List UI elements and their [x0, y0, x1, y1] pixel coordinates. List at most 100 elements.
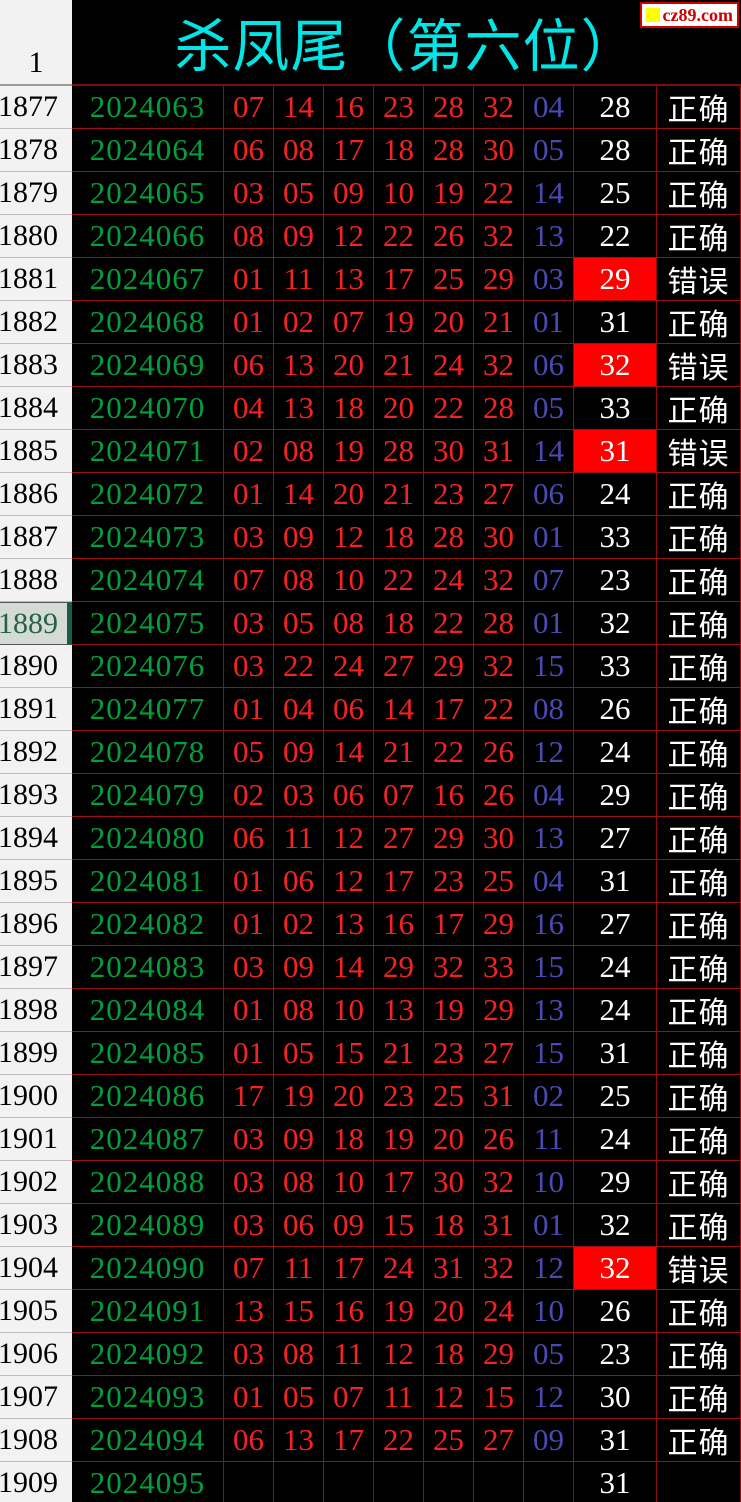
row-index[interactable]: 1896: [0, 903, 72, 946]
page-title: 杀凤尾（第六位）: [72, 0, 741, 86]
row-index[interactable]: 1894: [0, 817, 72, 860]
blue-ball: 10: [524, 1290, 574, 1333]
row-index[interactable]: 1886: [0, 473, 72, 516]
blue-ball: 16: [524, 903, 574, 946]
red-ball-6: 32: [474, 344, 524, 387]
red-ball-4: 21: [374, 473, 424, 516]
row-index[interactable]: 1904: [0, 1247, 72, 1290]
blue-ball: 15: [524, 946, 574, 989]
row-index[interactable]: 1909: [0, 1462, 72, 1502]
red-ball-6: 32: [474, 1161, 524, 1204]
red-ball-4: 19: [374, 301, 424, 344]
red-ball-3: 19: [324, 430, 374, 473]
row-index[interactable]: 1901: [0, 1118, 72, 1161]
row-index[interactable]: 1891: [0, 688, 72, 731]
row-index[interactable]: 1889: [0, 602, 72, 645]
blue-ball: 05: [524, 387, 574, 430]
row-index[interactable]: 1897: [0, 946, 72, 989]
red-ball-1: 02: [224, 774, 274, 817]
row-index[interactable]: 1906: [0, 1333, 72, 1376]
red-ball-2: 05: [274, 172, 324, 215]
row-index[interactable]: 1882: [0, 301, 72, 344]
red-ball-6: 15: [474, 1376, 524, 1419]
red-ball-4: 19: [374, 1290, 424, 1333]
red-ball-1: 03: [224, 1118, 274, 1161]
red-ball-2: 19: [274, 1075, 324, 1118]
row-index[interactable]: 1885: [0, 430, 72, 473]
row-index[interactable]: 1877: [0, 86, 72, 129]
row-index[interactable]: 1892: [0, 731, 72, 774]
status-cell: 正确: [657, 731, 741, 774]
red-ball-4: 22: [374, 215, 424, 258]
status-cell: 正确: [657, 817, 741, 860]
table-row: 1895 2024081 01 06 12 17 23 25 04 31 正确: [0, 860, 741, 903]
row-index[interactable]: 1887: [0, 516, 72, 559]
red-ball-1: 07: [224, 86, 274, 129]
row-index[interactable]: 1893: [0, 774, 72, 817]
red-ball-4: 13: [374, 989, 424, 1032]
red-ball-6: 32: [474, 645, 524, 688]
red-ball-3: 07: [324, 301, 374, 344]
row-index[interactable]: 1880: [0, 215, 72, 258]
red-ball-2: 11: [274, 1247, 324, 1290]
site-logo[interactable]: cz89.com: [639, 2, 739, 28]
table-row: 1902 2024088 03 08 10 17 30 32 10 29 正确: [0, 1161, 741, 1204]
row-index[interactable]: 1881: [0, 258, 72, 301]
red-ball-5: 29: [424, 645, 474, 688]
status-cell: 正确: [657, 215, 741, 258]
red-ball-3: 09: [324, 1204, 374, 1247]
corner-cell[interactable]: 1: [0, 0, 72, 86]
table-row: 1901 2024087 03 09 18 19 20 26 11 24 正确: [0, 1118, 741, 1161]
blue-ball: 05: [524, 129, 574, 172]
row-index[interactable]: 1884: [0, 387, 72, 430]
table-row: 1889 2024075 03 05 08 18 22 28 01 32 正确: [0, 602, 741, 645]
period-cell: 2024072: [72, 473, 224, 516]
row-index[interactable]: 1905: [0, 1290, 72, 1333]
row-index[interactable]: 1902: [0, 1161, 72, 1204]
logo-square-icon: [645, 8, 660, 22]
table-row: 1909 2024095 31: [0, 1462, 741, 1502]
status-cell: 正确: [657, 559, 741, 602]
row-index[interactable]: 1903: [0, 1204, 72, 1247]
row-index[interactable]: 1898: [0, 989, 72, 1032]
red-ball-5: 24: [424, 344, 474, 387]
table-row: 1898 2024084 01 08 10 13 19 29 13 24 正确: [0, 989, 741, 1032]
red-ball-3: 20: [324, 1075, 374, 1118]
row-index[interactable]: 1900: [0, 1075, 72, 1118]
row-index[interactable]: 1879: [0, 172, 72, 215]
blue-ball: 13: [524, 817, 574, 860]
red-ball-6: 29: [474, 989, 524, 1032]
status-cell: 正确: [657, 1032, 741, 1075]
row-index[interactable]: 1878: [0, 129, 72, 172]
red-ball-2: 02: [274, 903, 324, 946]
status-cell: 正确: [657, 946, 741, 989]
row-index[interactable]: 1908: [0, 1419, 72, 1462]
row-index[interactable]: 1888: [0, 559, 72, 602]
red-ball-1: 07: [224, 559, 274, 602]
blue-ball: 02: [524, 1075, 574, 1118]
table-header: 1 杀凤尾（第六位） cz89.com: [0, 0, 741, 86]
period-cell: 2024070: [72, 387, 224, 430]
red-ball-1: 06: [224, 344, 274, 387]
table-row: 1884 2024070 04 13 18 20 22 28 05 33 正确: [0, 387, 741, 430]
red-ball-5: 31: [424, 1247, 474, 1290]
red-ball-3: [324, 1462, 374, 1502]
prediction-cell: 29: [574, 258, 657, 301]
row-index[interactable]: 1895: [0, 860, 72, 903]
blue-ball: 01: [524, 602, 574, 645]
row-index[interactable]: 1890: [0, 645, 72, 688]
table-row: 1903 2024089 03 06 09 15 18 31 01 32 正确: [0, 1204, 741, 1247]
logo-text: cz89.com: [662, 5, 733, 25]
row-index[interactable]: 1883: [0, 344, 72, 387]
red-ball-5: 20: [424, 1290, 474, 1333]
red-ball-6: 30: [474, 516, 524, 559]
red-ball-1: 01: [224, 860, 274, 903]
row-index[interactable]: 1907: [0, 1376, 72, 1419]
red-ball-2: 11: [274, 258, 324, 301]
red-ball-3: 18: [324, 387, 374, 430]
prediction-cell: 31: [574, 301, 657, 344]
row-index[interactable]: 1899: [0, 1032, 72, 1075]
prediction-cell: 26: [574, 688, 657, 731]
blue-ball: 15: [524, 645, 574, 688]
period-cell: 2024086: [72, 1075, 224, 1118]
